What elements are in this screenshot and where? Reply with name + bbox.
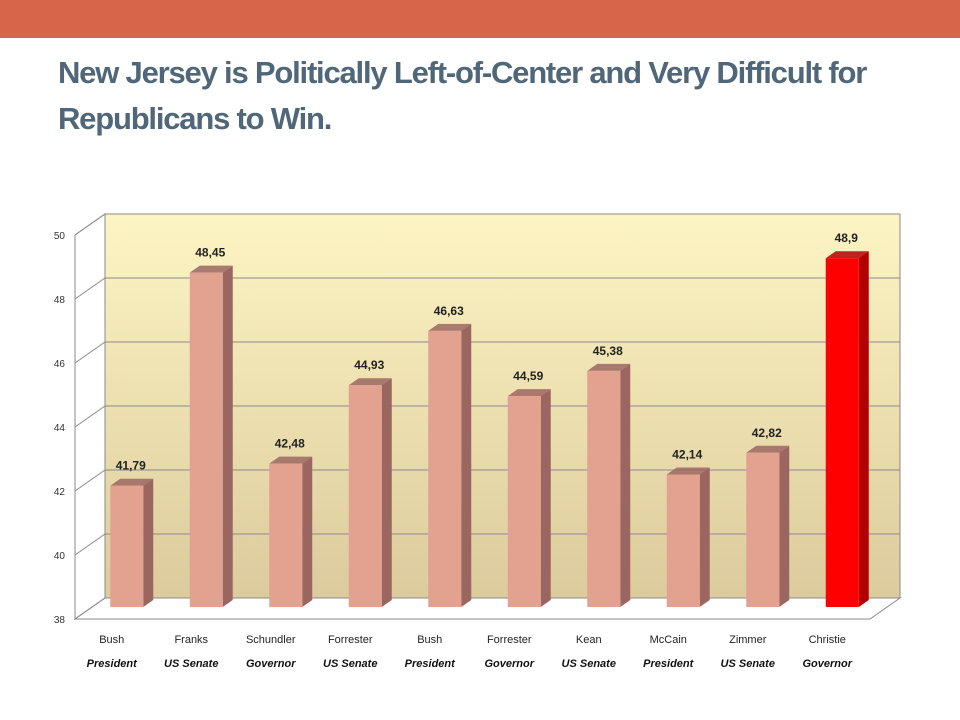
bar-side [699,467,710,607]
y-tick-label: 48 [54,295,66,306]
x-subcategory-label: Governor [484,658,534,670]
bar-top [110,478,154,486]
bar-front [428,330,462,607]
bar-side [779,445,790,607]
data-label: 48,45 [195,246,225,260]
x-subcategory-label: Governor [246,658,296,670]
x-subcategory-label: US Senate [323,658,377,670]
data-label: 46,63 [434,304,464,318]
bar [110,478,154,607]
x-subcategory-label: President [643,658,694,670]
gridline [74,533,900,556]
data-label: 42,82 [752,426,782,440]
y-tick-label: 46 [54,359,66,370]
gridline [74,277,900,300]
y-tick-label: 44 [54,423,66,434]
data-label: 45,38 [593,344,623,358]
bar-side [222,265,233,607]
slide-title: New Jersey is Politically Left-of-Center… [58,55,867,136]
gridlines [74,213,900,620]
x-tick-label: Bush [417,634,442,646]
bar-front [666,474,700,607]
y-axis-ticks: 38 40 42 44 46 48 50 [54,231,66,626]
data-label: 44,59 [513,369,543,383]
bar-top [666,467,710,475]
x-subcategory-label: US Senate [164,658,218,670]
x-subcategory-label: President [87,658,138,670]
bar [666,467,710,607]
bar [348,378,392,607]
data-label: 41,79 [116,459,146,473]
x-subcategory-label: Governor [802,658,852,670]
x-tick-label: Franks [174,634,208,646]
bar [269,456,313,607]
data-label: 48,9 [835,231,859,245]
bar-side [620,363,631,607]
x-tick-label: Forrester [328,634,373,646]
bar-side [461,323,472,607]
bar-top [269,456,313,464]
bar-front [825,258,859,607]
data-labels: 41,79 48,45 42,48 44,93 46,63 44,59 45,38 42,14… [116,231,859,473]
bar-front [587,370,621,607]
y-tick-label: 38 [54,615,66,626]
bar-top [746,445,790,453]
bar [507,389,551,607]
gridline [74,469,900,492]
bar-front [507,396,541,607]
gridline [74,405,900,428]
bar-front [269,463,303,607]
x-tick-label: Kean [576,634,602,646]
x-tick-label: Schundler [246,634,296,646]
x-subcategory-label: US Senate [562,658,616,670]
bar-front [189,272,223,607]
y-tick-label: 40 [54,551,66,562]
bar-side [143,478,154,607]
y-tick-label: 50 [54,231,66,242]
top-accent-bar [0,0,960,38]
bar [428,323,472,607]
data-label: 42,48 [275,437,305,451]
bar-side [302,456,313,607]
bar-chart: 38 40 42 44 46 48 50 41,79 48,45 42,48 44,93 46,63… [54,213,902,670]
gridline [74,341,900,364]
bar-top [507,389,551,397]
y-tick-label: 42 [54,487,66,498]
bar-top [825,251,869,259]
bar [825,251,869,607]
x-tick-label: Zimmer [729,634,767,646]
x-tick-label: Forrester [487,634,532,646]
bar [189,265,233,607]
x-axis-labels: Bush President Franks US Senate Schundler Gov… [87,634,853,670]
x-tick-label: McCain [650,634,687,646]
gridline [74,597,900,620]
data-label: 42,14 [672,448,702,462]
bar-top [428,323,472,331]
bar [587,363,631,607]
bar-side [381,378,392,607]
x-subcategory-label: US Senate [721,658,775,670]
bars [110,251,869,607]
gridline [74,213,900,236]
bar-front [746,452,780,607]
bar-side [540,389,551,607]
bar-top [587,363,631,371]
bar-top [189,265,233,273]
bar-top [348,378,392,386]
bar-side [858,251,869,607]
data-label: 44,93 [354,358,384,372]
bar [746,445,790,607]
bar-front [348,385,382,607]
x-tick-label: Bush [99,634,124,646]
x-tick-label: Christie [809,634,846,646]
bar-front [110,485,144,607]
x-subcategory-label: President [405,658,456,670]
